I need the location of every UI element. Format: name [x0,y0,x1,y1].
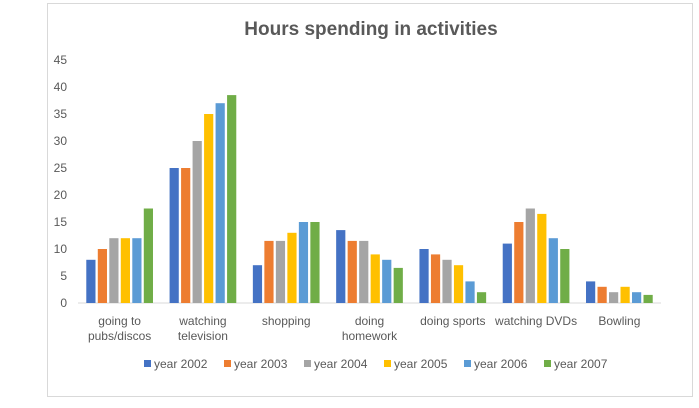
bar-year-2005 [120,238,130,303]
bar-year-2004 [525,208,535,303]
y-tick-label: 40 [54,80,68,94]
bar-year-2007 [560,249,570,303]
legend-swatch [304,360,311,367]
legend-swatch [224,360,231,367]
bar-year-2003 [514,222,524,303]
category-label: homework [342,329,398,343]
bar-year-2005 [287,232,297,303]
bar-year-2007 [393,267,403,303]
category-label: television [178,329,228,343]
bar-year-2005 [204,114,214,303]
bar-year-2004 [109,238,119,303]
legend-swatch [464,360,471,367]
bars [86,95,653,303]
y-tick-label: 45 [54,53,68,67]
bar-year-2002 [252,265,263,303]
bar-year-2006 [465,281,475,303]
y-tick-label: 20 [54,188,68,202]
y-tick-label: 10 [54,242,68,256]
category-label: doing [355,314,384,328]
category-label: Bowling [598,314,640,328]
bar-year-2006 [548,238,558,303]
bar-year-2003 [347,240,357,303]
bar-year-2002 [419,249,429,303]
bar-year-2003 [181,168,191,303]
bar-year-2005 [537,213,547,303]
bar-year-2004 [359,240,369,303]
bar-year-2006 [382,259,392,303]
bar-year-2006 [298,222,309,303]
legend-label: year 2007 [554,357,608,371]
legend-label: year 2006 [474,357,528,371]
bar-year-2004 [609,292,619,303]
bar-year-2005 [453,265,464,303]
chart-frame: Hours spending in activities 0 5 10 15 20 25 3… [47,3,693,397]
bar-year-2007 [310,222,320,303]
bar-year-2004 [442,259,452,303]
bar-year-2007 [643,294,653,303]
bar-year-2002 [586,281,596,303]
y-tick-label: 15 [54,215,68,229]
bar-year-2006 [215,103,225,303]
bar-year-2006 [632,292,642,303]
bar-year-2003 [430,254,441,303]
category-label: going to [98,314,141,328]
bar-year-2005 [620,286,630,303]
y-tick-label: 25 [54,161,68,175]
bar-year-2002 [169,168,179,303]
bar-year-2004 [275,240,286,303]
y-axis-ticks: 0 5 10 15 20 25 30 35 40 45 [54,53,68,310]
bar-year-2003 [264,240,274,303]
y-tick-label: 35 [54,107,68,121]
bar-year-2006 [132,238,142,303]
bar-chart: Hours spending in activities 0 5 10 15 20 25 3… [54,19,661,371]
y-tick-label: 5 [60,269,67,283]
category-label: watching DVDs [494,314,577,328]
bar-year-2007 [143,208,153,303]
category-label: shopping [262,314,311,328]
legend-label: year 2003 [234,357,288,371]
legend-swatch [384,360,391,367]
bar-year-2005 [370,254,380,303]
category-label: doing sports [420,314,485,328]
legend-label: year 2002 [154,357,208,371]
bar-year-2002 [502,243,512,303]
y-tick-label: 30 [54,134,68,148]
bar-year-2007 [227,95,237,303]
bar-year-2002 [336,230,346,303]
chart-title: Hours spending in activities [244,19,497,40]
legend-swatch [144,360,151,367]
legend-label: year 2004 [314,357,368,371]
legend: year 2002 year 2003 year 2004 year 2005 year… [144,357,608,371]
category-label: watching [178,314,226,328]
legend-swatch [544,360,551,367]
y-tick-label: 0 [60,296,67,310]
bar-year-2003 [97,249,107,303]
legend-label: year 2005 [394,357,448,371]
bar-year-2004 [192,141,202,303]
bar-year-2003 [597,286,607,303]
bar-year-2002 [86,259,96,303]
category-label: pubs/discos [88,329,151,343]
bar-year-2007 [476,292,487,303]
